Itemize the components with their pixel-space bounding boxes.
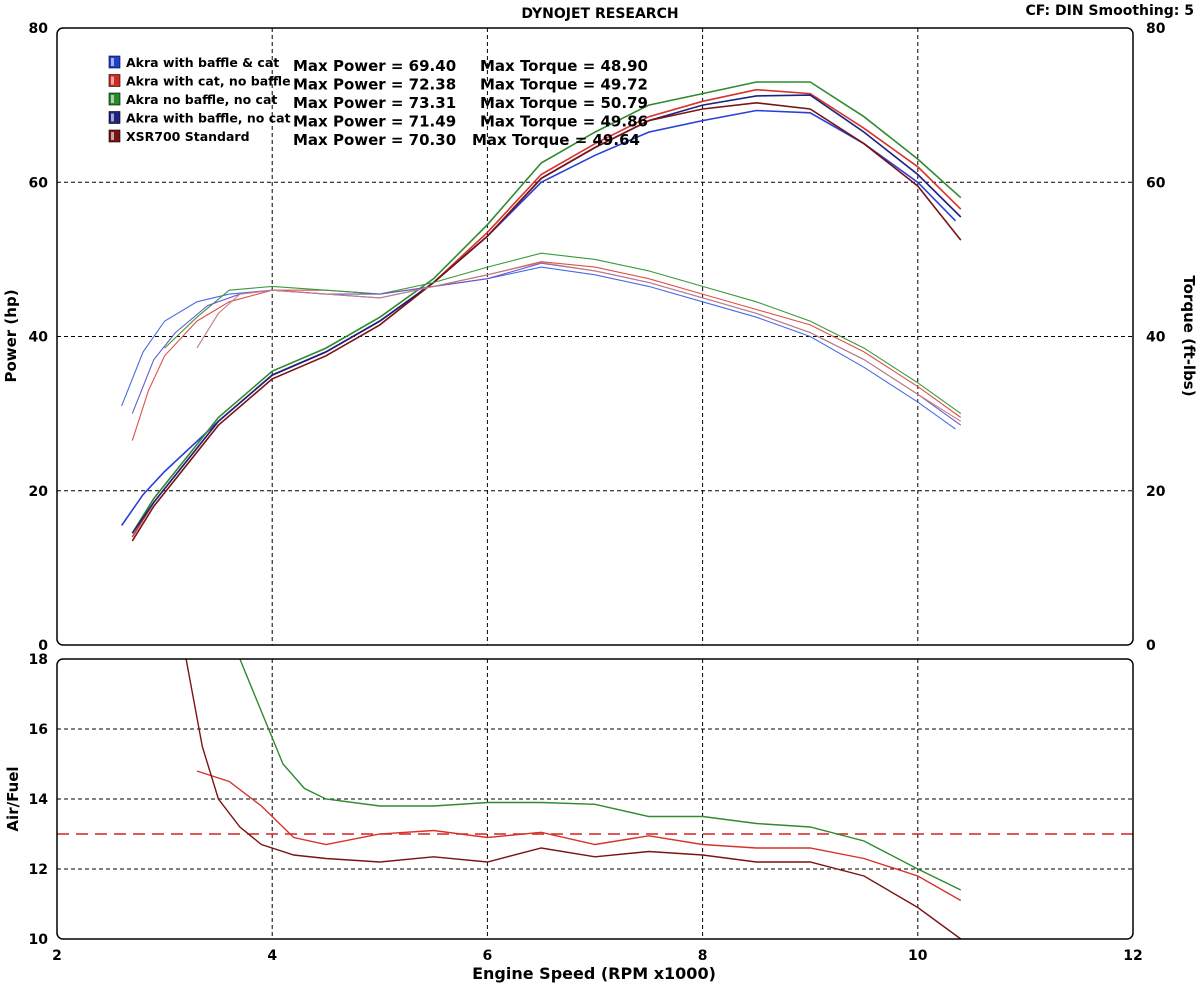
legend-max-power: Max Power = 69.40 <box>293 57 456 75</box>
legend-swatch-highlight <box>111 113 114 122</box>
bottom-gridlines <box>57 659 1133 939</box>
legend-swatch-highlight <box>111 76 114 85</box>
x-axis-label: Engine Speed (RPM x1000) <box>472 964 716 983</box>
torque-line-akra-no-baffle-no-cat <box>164 252 962 415</box>
bottom-panel-frame <box>56 658 1134 940</box>
torque-line-xsr700-standard <box>196 261 962 422</box>
power-tick-label: 60 <box>29 175 49 191</box>
legend-label: Akra with baffle & cat <box>126 55 279 70</box>
legend-swatch <box>108 74 121 87</box>
rpm-tick-label: 4 <box>267 948 277 964</box>
power-torque-series <box>120 81 962 542</box>
legend-label: Akra with baffle, no cat <box>126 111 291 126</box>
rpm-tick-label: 8 <box>698 948 708 964</box>
legend-max-torque: Max Torque = 49.86 <box>480 113 648 131</box>
afr-tick-label: 18 <box>29 652 48 668</box>
chart-title: DYNOJET RESEARCH <box>521 6 678 22</box>
legend-label: Akra no baffle, no cat <box>126 92 277 107</box>
torque-tick-label: 80 <box>1146 21 1166 37</box>
legend-swatch <box>108 55 121 69</box>
power-line-akra-with-baffle-cat <box>120 109 957 526</box>
torque-axis-label: Torque (ft-lbs) <box>1180 275 1198 396</box>
rpm-tick-label: 6 <box>483 948 493 964</box>
legend-max-power: Max Power = 72.38 <box>293 76 456 94</box>
power-y-ticks: 0 20 40 60 80 <box>29 21 49 654</box>
legend-swatch <box>108 111 121 124</box>
air-fuel-series <box>185 658 962 940</box>
torque-tick-label: 60 <box>1146 175 1166 191</box>
legend-max-torque: Max Torque = 48.90 <box>480 57 648 75</box>
legend-swatch-highlight <box>111 58 114 66</box>
power-torque-panel: 0 20 40 60 80 0 20 40 60 80 Power (hp) Torque (f… <box>2 21 1198 654</box>
legend-max-torque: Max Torque = 50.79 <box>480 94 648 112</box>
torque-line-akra-with-baffle-cat <box>121 266 956 430</box>
top-gridlines <box>57 28 1133 645</box>
power-line-xsr700-standard <box>131 101 962 542</box>
air-fuel-panel: 10 12 14 16 18 2 4 6 8 10 12 Air/Fuel Engine Spee… <box>4 652 1143 983</box>
rpm-tick-label: 2 <box>52 948 62 964</box>
power-tick-label: 20 <box>29 484 49 500</box>
afr-line-xsr700-standard <box>185 658 962 940</box>
legend-swatch <box>108 129 121 143</box>
torque-tick-label: 0 <box>1146 638 1156 654</box>
legend-label: Akra with cat, no baffle <box>126 74 291 89</box>
afr-line-akra-no-baffle-no-cat <box>239 658 962 891</box>
top-panel-frame <box>56 27 1134 646</box>
air-fuel-axis-label: Air/Fuel <box>4 766 22 831</box>
power-tick-label: 0 <box>38 638 48 654</box>
power-tick-label: 80 <box>29 21 49 37</box>
rpm-x-ticks: 2 4 6 8 10 12 <box>52 948 1143 964</box>
afr-line-akra-with-cat-no-baffle <box>196 770 962 902</box>
legend-swatch-highlight <box>111 95 114 103</box>
afr-tick-label: 16 <box>29 722 48 738</box>
power-line-akra-no-baffle-no-cat <box>131 81 962 534</box>
chart-settings: CF: DIN Smoothing: 5 <box>1025 3 1194 19</box>
rpm-tick-label: 10 <box>908 948 928 964</box>
legend-max-power: Max Power = 70.30 <box>293 131 456 149</box>
torque-tick-label: 20 <box>1146 484 1166 500</box>
legend-max-torque: Max Torque = 49.72 <box>480 76 648 94</box>
power-axis-label: Power (hp) <box>2 289 20 382</box>
power-tick-label: 40 <box>29 330 49 346</box>
legend: Akra with baffle & cat Max Power = 69.40 M… <box>108 55 648 149</box>
torque-tick-label: 40 <box>1146 330 1166 346</box>
afr-y-ticks: 10 12 14 16 18 <box>29 652 49 948</box>
rpm-tick-label: 12 <box>1123 948 1142 964</box>
legend-max-power: Max Power = 73.31 <box>293 94 456 112</box>
afr-tick-label: 12 <box>29 862 48 878</box>
legend-swatch-highlight <box>111 132 114 140</box>
legend-max-power: Max Power = 71.49 <box>293 113 456 131</box>
afr-tick-label: 10 <box>29 932 49 948</box>
afr-tick-label: 14 <box>29 792 49 808</box>
legend-max-torque: Max Torque = 49.64 <box>472 131 640 149</box>
legend-label: XSR700 Standard <box>126 129 250 144</box>
power-line-akra-with-cat-no-baffle <box>131 88 962 538</box>
legend-swatch <box>108 92 121 106</box>
torque-y-ticks: 0 20 40 60 80 <box>1146 21 1166 654</box>
